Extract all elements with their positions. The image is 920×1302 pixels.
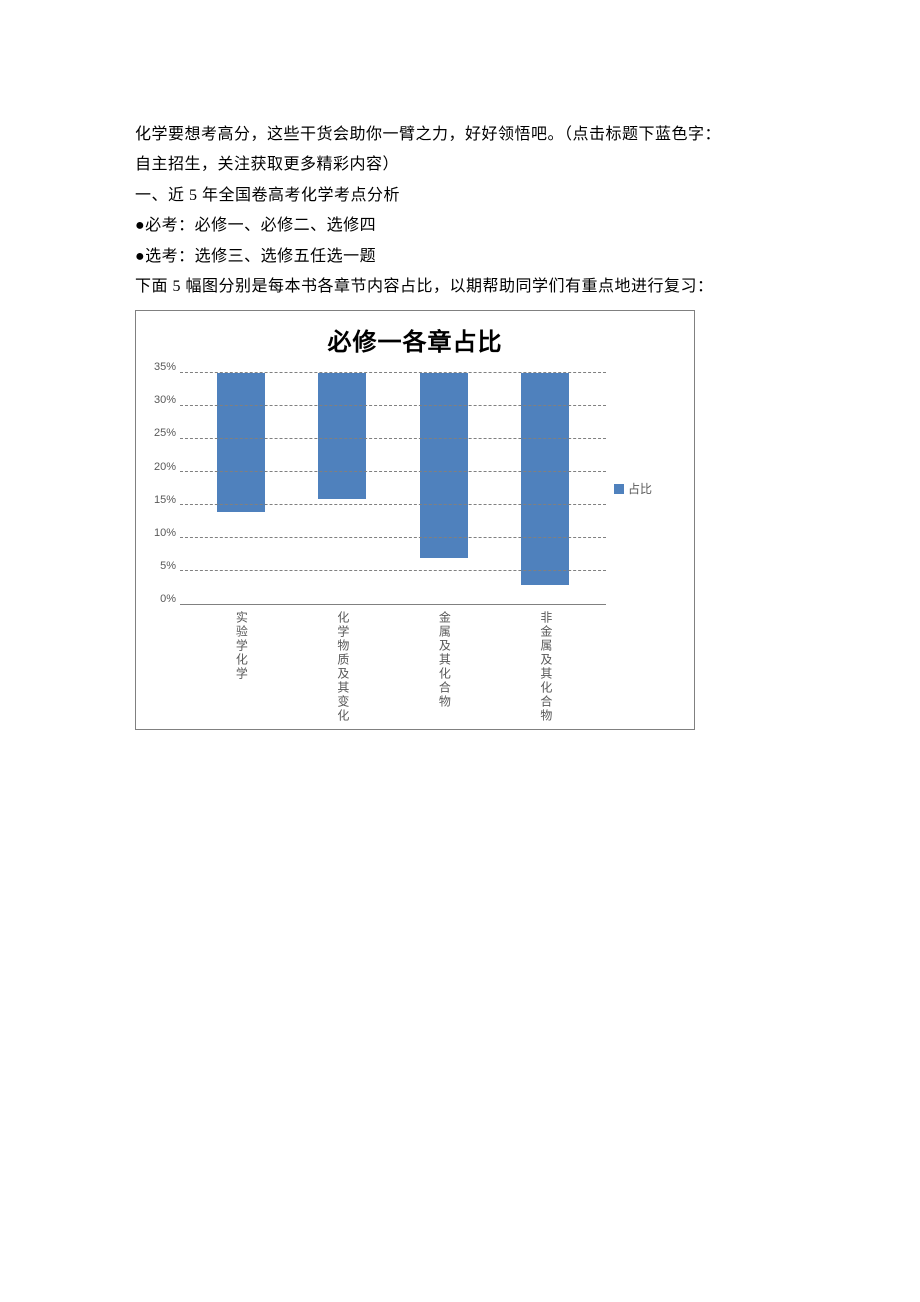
chart-legend: 占比 [606,373,688,605]
legend-item: 占比 [614,478,652,501]
grid-line [180,405,606,406]
grid-line [180,570,606,571]
paragraph-line-5: ●选考：选修三、选修五任选一题 [135,242,785,272]
grid-line [180,471,606,472]
paragraph-line-1: 化学要想考高分，这些干货会助你一臂之力，好好领悟吧。（点击标题下蓝色字： [135,120,785,150]
x-tick-label: 化学物质及其变化 [318,611,366,723]
grid-line [180,504,606,505]
chart-inner: 必修一各章占比 35%30%25%20%15%10%5%0% 占比 实验学化学 化… [142,317,688,723]
x-axis: 实验学化学 化学物质及其变化 金属及其化合物 非金属及其化合物 [180,605,606,723]
grid-line [180,372,606,373]
x-tick-label: 金属及其化合物 [420,611,468,723]
legend-text: 占比 [628,478,652,501]
legend-marker [614,484,624,494]
plot-column: 35%30%25%20%15%10%5%0% 占比 实验学化学 化学物质及其变化 金… [142,373,688,723]
y-axis: 35%30%25%20%15%10%5%0% [142,373,180,605]
x-tick-label: 实验学化学 [217,611,265,723]
paragraph-line-6: 下面 5 幅图分别是每本书各章节内容占比，以期帮助同学们有重点地进行复习： [135,272,785,302]
paragraph-line-4: ●必考：必修一、必修二、选修四 [135,211,785,241]
plot-area [180,373,606,605]
bar-chart-container: 必修一各章占比 35%30%25%20%15%10%5%0% 占比 实验学化学 化… [135,310,695,730]
plot-top: 35%30%25%20%15%10%5%0% 占比 [142,373,688,605]
paragraph-line-3: 一、近 5 年全国卷高考化学考点分析 [135,181,785,211]
paragraph-line-2: 自主招生，关注获取更多精彩内容） [135,150,785,180]
x-tick-label: 非金属及其化合物 [521,611,569,723]
chart-title: 必修一各章占比 [142,317,688,373]
bar [318,373,366,499]
bar [420,373,468,558]
bar [217,373,265,512]
grid-line [180,537,606,538]
grid-line [180,438,606,439]
